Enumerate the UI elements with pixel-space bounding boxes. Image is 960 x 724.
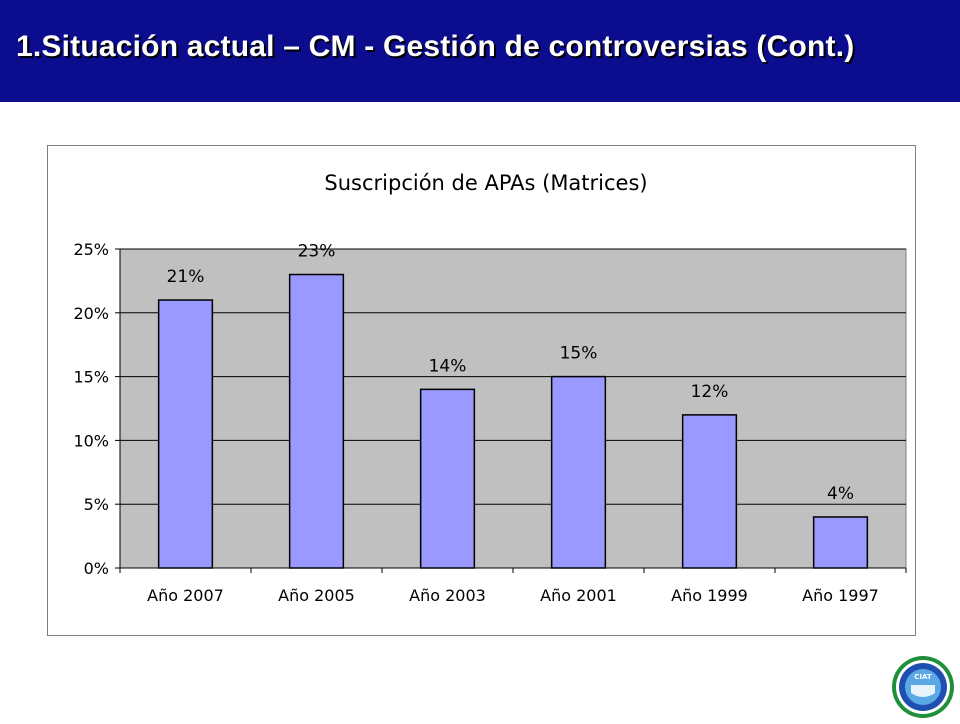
y-tick-label: 25% xyxy=(73,240,109,259)
x-tick-label: Año 2005 xyxy=(278,586,355,605)
x-tick-label: Año 2007 xyxy=(147,586,224,605)
x-tick-label: Año 2001 xyxy=(540,586,617,605)
y-tick-label: 20% xyxy=(73,304,109,323)
y-tick-label: 0% xyxy=(84,559,109,578)
logo-text: CIAT xyxy=(914,673,932,681)
ciat-seal-icon: CIAT xyxy=(892,656,954,718)
y-tick-label: 15% xyxy=(73,368,109,387)
plot-background xyxy=(119,248,907,569)
slide-title: 1.Situación actual – CM - Gestión de con… xyxy=(16,30,855,63)
x-tick-label: Año 2003 xyxy=(409,586,486,605)
data-label: 15% xyxy=(560,344,598,364)
slide-header: 1.Situación actual – CM - Gestión de con… xyxy=(0,0,960,102)
chart-area: Suscripción de APAs (Matrices) 0% 5% 10% 15… xyxy=(47,145,916,636)
x-tick-label: Año 1999 xyxy=(671,586,748,605)
data-label: 21% xyxy=(167,267,205,287)
data-label: 4% xyxy=(827,484,854,504)
data-label: 23% xyxy=(298,242,336,262)
bar xyxy=(550,375,607,569)
ciat-logo: CIAT xyxy=(889,655,957,719)
y-tick-label: 10% xyxy=(73,431,109,450)
bar xyxy=(157,299,214,569)
bar xyxy=(288,273,345,569)
bar xyxy=(812,516,869,569)
data-label: 14% xyxy=(429,356,467,376)
bar xyxy=(419,388,476,569)
chart-title: Suscripción de APAs (Matrices) xyxy=(324,171,647,195)
y-tick-label: 5% xyxy=(84,495,109,514)
data-label: 12% xyxy=(691,382,729,402)
bar-chart: Suscripción de APAs (Matrices) 0% 5% 10% 15… xyxy=(73,171,907,605)
x-tick-label: Año 1997 xyxy=(802,586,879,605)
bar xyxy=(681,414,738,569)
